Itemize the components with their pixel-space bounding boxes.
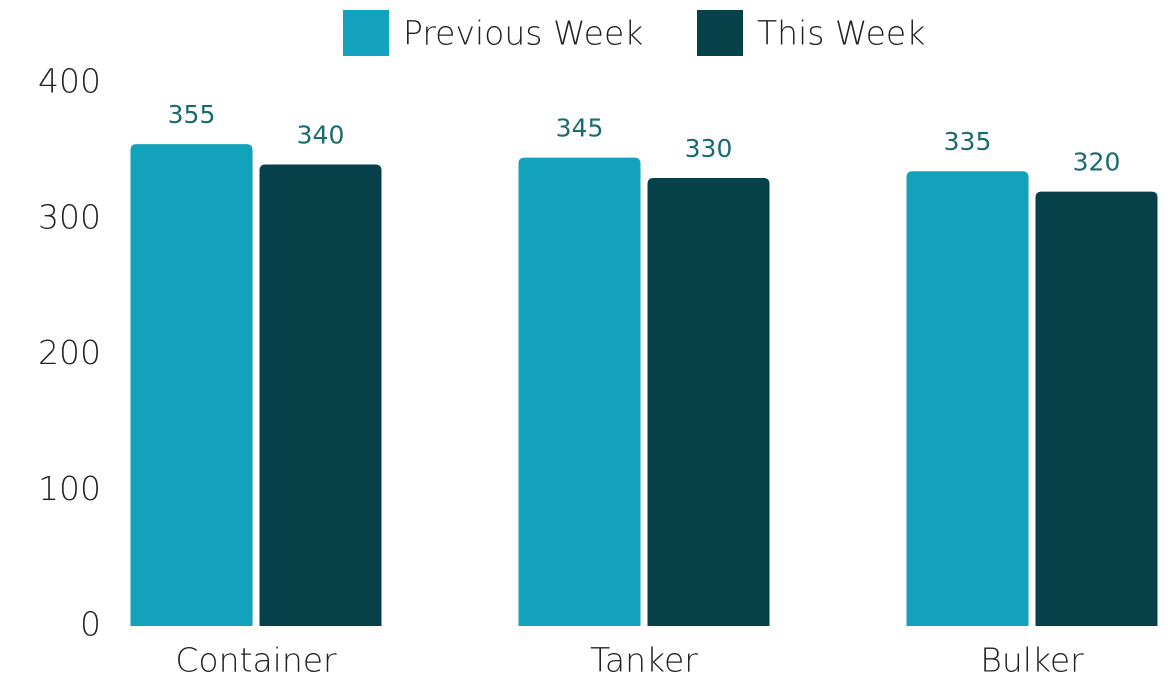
- bar: [1035, 191, 1158, 626]
- value-label: 355: [168, 100, 216, 129]
- legend-label: Previous Week: [403, 14, 643, 53]
- value-label: 345: [556, 114, 604, 143]
- legend-swatch: [343, 10, 389, 56]
- bar: [906, 171, 1029, 627]
- y-tick-label: 100: [38, 469, 101, 508]
- bar: [259, 164, 382, 626]
- x-tick-label: Container: [175, 641, 337, 680]
- value-label: 320: [1073, 148, 1121, 177]
- x-tick-label: Tanker: [590, 641, 698, 680]
- value-label: 335: [944, 127, 992, 156]
- y-tick-label: 200: [38, 333, 101, 372]
- bar: [518, 157, 641, 626]
- value-label: 340: [297, 120, 345, 149]
- y-tick-label: 0: [80, 605, 101, 644]
- y-tick-label: 400: [38, 62, 101, 101]
- y-tick-label: 300: [38, 197, 101, 236]
- bar: [647, 178, 770, 626]
- legend-label: This Week: [757, 14, 925, 53]
- legend-swatch: [697, 10, 743, 56]
- x-tick-label: Bulker: [980, 641, 1084, 680]
- bar: [130, 144, 253, 626]
- value-label: 330: [685, 134, 733, 163]
